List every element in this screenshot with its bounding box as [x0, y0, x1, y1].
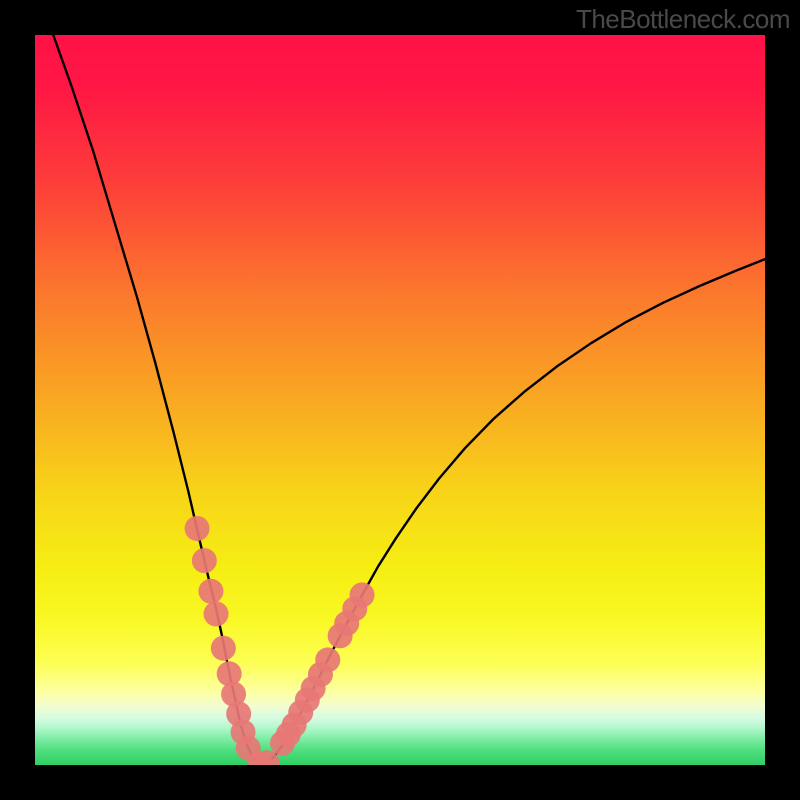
marker-dot — [204, 601, 229, 626]
marker-dot — [211, 636, 236, 661]
chart-svg — [0, 0, 800, 800]
marker-dot — [315, 647, 340, 672]
marker-dot — [185, 516, 210, 541]
plot-gradient-background — [35, 35, 765, 765]
bottleneck-chart: TheBottleneck.com — [0, 0, 800, 800]
marker-dot — [350, 582, 375, 607]
marker-dot — [198, 579, 223, 604]
watermark-text: TheBottleneck.com — [576, 4, 790, 35]
marker-dot — [192, 548, 217, 573]
